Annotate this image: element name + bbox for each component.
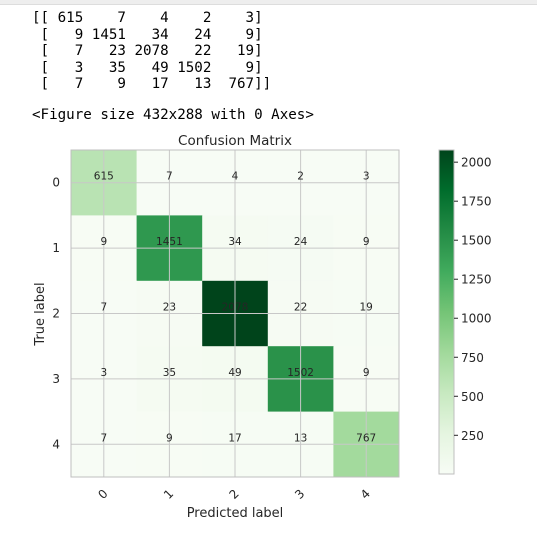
cell-value-label: 767	[356, 432, 376, 444]
matrix-line: [ 3 35 49 1502 9]	[32, 59, 263, 76]
cell-value-label: 7	[166, 171, 173, 183]
y-tick-label: 1	[52, 241, 60, 255]
colorbar-tick-label: 250	[461, 429, 484, 443]
x-tick-label: 2	[227, 487, 242, 502]
matrix-line: [[ 615 7 4 2 3]	[32, 10, 263, 26]
x-tick-label: 4	[358, 487, 373, 502]
cell-value-label: 23	[163, 302, 176, 314]
x-axis-ticks: 0 1 2 3 4	[95, 487, 373, 502]
colorbar-tick-label: 1000	[461, 312, 492, 326]
y-axis-label: True label	[33, 282, 48, 346]
y-tick-label: 3	[52, 372, 60, 386]
colorbar-tick-label: 1750	[461, 195, 492, 209]
cell-value-label: 615	[94, 171, 114, 183]
cell-value-label: 34	[228, 236, 242, 248]
cell-value-label: 9	[100, 236, 107, 248]
x-tick-label: 1	[161, 487, 176, 502]
cell-value-label: 3	[363, 171, 370, 183]
figure-repr-text: <Figure size 432x288 with 0 Axes>	[32, 107, 314, 123]
cell-value-label: 2078	[222, 302, 249, 314]
cell-value-label: 1451	[156, 236, 183, 248]
cell-value-label: 9	[363, 236, 370, 248]
cell-value-label: 19	[360, 302, 373, 314]
cell-value-label: 24	[294, 236, 308, 248]
colorbar-tick-label: 500	[461, 390, 484, 404]
cell-value-label: 7	[100, 432, 107, 444]
x-tick-label: 3	[292, 487, 307, 502]
y-tick-label: 4	[52, 437, 60, 451]
chart-title: Confusion Matrix	[178, 133, 292, 149]
x-axis-label: Predicted label	[187, 506, 284, 521]
colorbar: 250 500 750 1000 1250 1500 1750 2000	[438, 149, 492, 475]
cell-value-label: 1502	[287, 367, 314, 379]
printed-matrix-output: [[ 615 7 4 2 3] [ 9 1451 34 24 9] [ 7 23…	[32, 10, 271, 93]
cell-value-label: 17	[228, 432, 241, 444]
cell-top-border	[0, 0, 537, 5]
cell-value-label: 35	[163, 367, 176, 379]
colorbar-tick-label: 2000	[461, 156, 492, 170]
heatmap-grid	[70, 149, 400, 478]
cell-value-label: 3	[100, 367, 107, 379]
cell-value-label: 13	[294, 432, 307, 444]
cell-value-labels: 615 7 4 2 39 1451 34 24 97 23 2078 22 193 35 49 1502 97 9…	[94, 171, 376, 445]
cell-value-label: 4	[232, 171, 239, 183]
matrix-line: [ 9 1451 34 24 9]	[32, 26, 263, 43]
cell-value-label: 49	[228, 367, 241, 379]
cell-value-label: 9	[166, 432, 173, 444]
y-axis-ticks: 0 1 2 3 4	[52, 176, 60, 452]
colorbar-gradient	[438, 149, 455, 475]
colorbar-tick-label: 1500	[461, 234, 492, 248]
matrix-line: [ 7 23 2078 22 19]	[32, 43, 263, 59]
y-tick-label: 0	[52, 176, 60, 190]
cell-value-label: 7	[100, 302, 107, 314]
y-tick-label: 2	[52, 307, 60, 321]
matrix-line: [ 7 9 17 13 767]]	[32, 76, 272, 92]
cell-value-label: 9	[363, 367, 370, 379]
x-tick-label: 0	[95, 487, 110, 502]
colorbar-tick-label: 1250	[461, 273, 492, 287]
cell-value-label: 2	[297, 171, 304, 183]
colorbar-tick-label: 750	[461, 351, 484, 365]
cell-value-label: 22	[294, 302, 307, 314]
plot-frame	[70, 149, 400, 478]
